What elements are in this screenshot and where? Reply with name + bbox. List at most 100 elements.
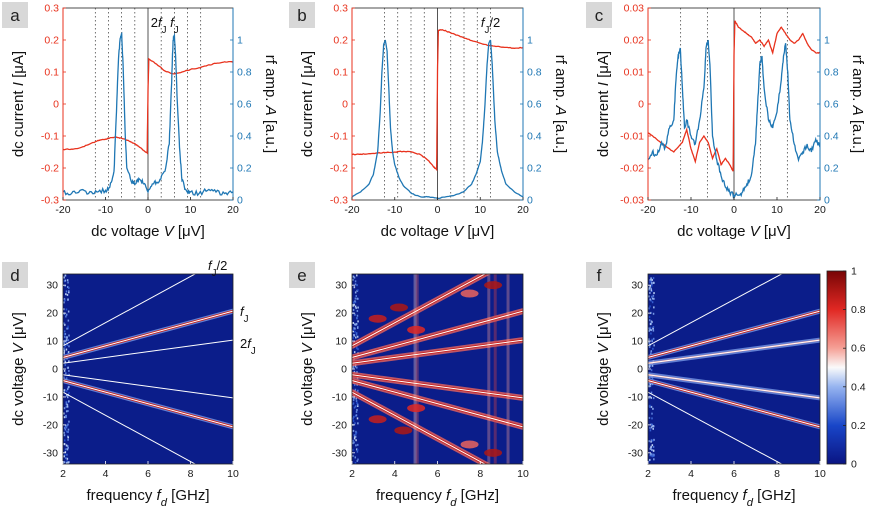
- noise-pixel: [67, 438, 69, 441]
- panel-label-text: d: [10, 266, 19, 285]
- panel-label-bg: [289, 262, 315, 288]
- x-tick-label: -20: [55, 204, 70, 216]
- x-axis-label: dc voltage V [μV]: [381, 223, 495, 240]
- noise-pixel: [648, 382, 650, 385]
- guide-line: [352, 380, 523, 428]
- noise-pixel: [650, 287, 652, 290]
- noise-pixel: [352, 403, 354, 406]
- noise-pixel: [66, 286, 69, 289]
- noise-pixel: [355, 414, 358, 417]
- noise-pixel: [68, 400, 70, 403]
- noise-pixel: [652, 281, 655, 284]
- noise-pixel: [649, 323, 652, 326]
- noise-pixel: [67, 446, 69, 449]
- noise-pixel: [63, 455, 65, 458]
- noise-pixel: [357, 405, 359, 408]
- noise-pixel: [355, 400, 358, 403]
- noise-pixel: [356, 459, 359, 462]
- x-tick-label: 10: [814, 468, 826, 480]
- line-label: fJ/2: [208, 258, 227, 279]
- x-tick-label: 4: [392, 468, 398, 480]
- noise-pixel: [650, 351, 652, 354]
- noise-pixel: [649, 305, 651, 308]
- resonance-blob: [368, 415, 387, 424]
- colorbar: 0 0.2 0.4 0.6 0.8 1: [826, 266, 866, 471]
- noise-pixel: [64, 323, 66, 326]
- panel-label-b: b: [289, 2, 315, 28]
- x-tick-label: 10: [474, 204, 486, 216]
- y-tick-label: -0.02: [620, 163, 644, 175]
- noise-pixel: [352, 336, 354, 339]
- heatmap-area: [648, 274, 820, 464]
- noise-pixel: [651, 284, 653, 287]
- panel-label-bg: [586, 2, 612, 28]
- noise-pixel: [356, 448, 359, 451]
- noise-pixel: [653, 292, 655, 295]
- x-tick-label: 20: [517, 204, 529, 216]
- noise-pixel: [649, 404, 651, 407]
- resonance-blob: [368, 314, 387, 323]
- noise-pixel: [653, 297, 655, 300]
- noise-pixel: [63, 347, 65, 350]
- noise-pixel: [352, 301, 355, 304]
- noise-pixel: [355, 295, 357, 298]
- colorbar-tick-label: 1: [851, 266, 857, 278]
- noise-pixel: [63, 349, 65, 352]
- y-axis-label: dc voltage V [μV]: [10, 312, 27, 426]
- noise-pixel: [648, 295, 650, 298]
- x-tick-label: 0: [731, 204, 737, 216]
- guide-line: [63, 391, 197, 464]
- noise-pixel: [67, 436, 70, 439]
- x-tick-label: -20: [344, 204, 359, 216]
- y2-tick-label: 0: [824, 195, 830, 207]
- noise-pixel: [354, 323, 356, 326]
- noise-pixel: [67, 298, 69, 301]
- noise-pixel: [648, 329, 651, 332]
- noise-pixel: [356, 417, 359, 420]
- noise-pixel: [354, 435, 357, 438]
- noise-pixel: [352, 439, 354, 442]
- y-axis-label: dc current I [μA]: [595, 51, 612, 157]
- noise-pixel: [651, 364, 654, 367]
- resonance-blob: [407, 325, 426, 334]
- noise-pixel: [651, 423, 654, 426]
- y2-tick-label: 0.6: [824, 99, 839, 111]
- colorbar-tick-label: 0.2: [851, 420, 866, 432]
- noise-pixel: [356, 366, 358, 369]
- resonance-blob: [394, 426, 413, 435]
- noise-pixel: [65, 444, 68, 447]
- noise-pixel: [652, 312, 655, 315]
- noise-pixel: [64, 345, 66, 348]
- noise-pixel: [652, 347, 654, 350]
- noise-pixel: [63, 389, 66, 392]
- noise-pixel: [66, 388, 69, 391]
- noise-pixel: [63, 412, 65, 415]
- noise-pixel: [651, 444, 654, 447]
- noise-pixel: [65, 308, 68, 311]
- noise-pixel: [357, 306, 359, 309]
- x-tick-label: 10: [227, 468, 239, 480]
- noise-pixel: [354, 313, 356, 316]
- noise-pixel: [648, 343, 651, 346]
- noise-pixel: [66, 457, 69, 460]
- noise-pixel: [653, 453, 655, 456]
- noise-pixel: [352, 308, 355, 311]
- noise-pixel: [354, 365, 357, 368]
- noise-pixel: [68, 286, 70, 289]
- heatmap-area: [352, 274, 523, 464]
- noise-pixel: [352, 329, 355, 332]
- noise-pixel: [352, 442, 354, 445]
- noise-pixel: [652, 327, 654, 330]
- noise-pixel: [68, 420, 70, 423]
- noise-pixel: [649, 383, 652, 386]
- noise-pixel: [355, 323, 357, 326]
- noise-pixel: [66, 403, 69, 406]
- noise-pixel: [356, 314, 359, 317]
- noise-pixel: [63, 280, 66, 283]
- annotation: fJ/2: [481, 15, 500, 36]
- guide-line: [63, 310, 233, 358]
- noise-pixel: [67, 281, 69, 284]
- noise-pixel: [650, 332, 652, 335]
- noise-pixel: [66, 366, 69, 369]
- noise-pixel: [63, 330, 66, 333]
